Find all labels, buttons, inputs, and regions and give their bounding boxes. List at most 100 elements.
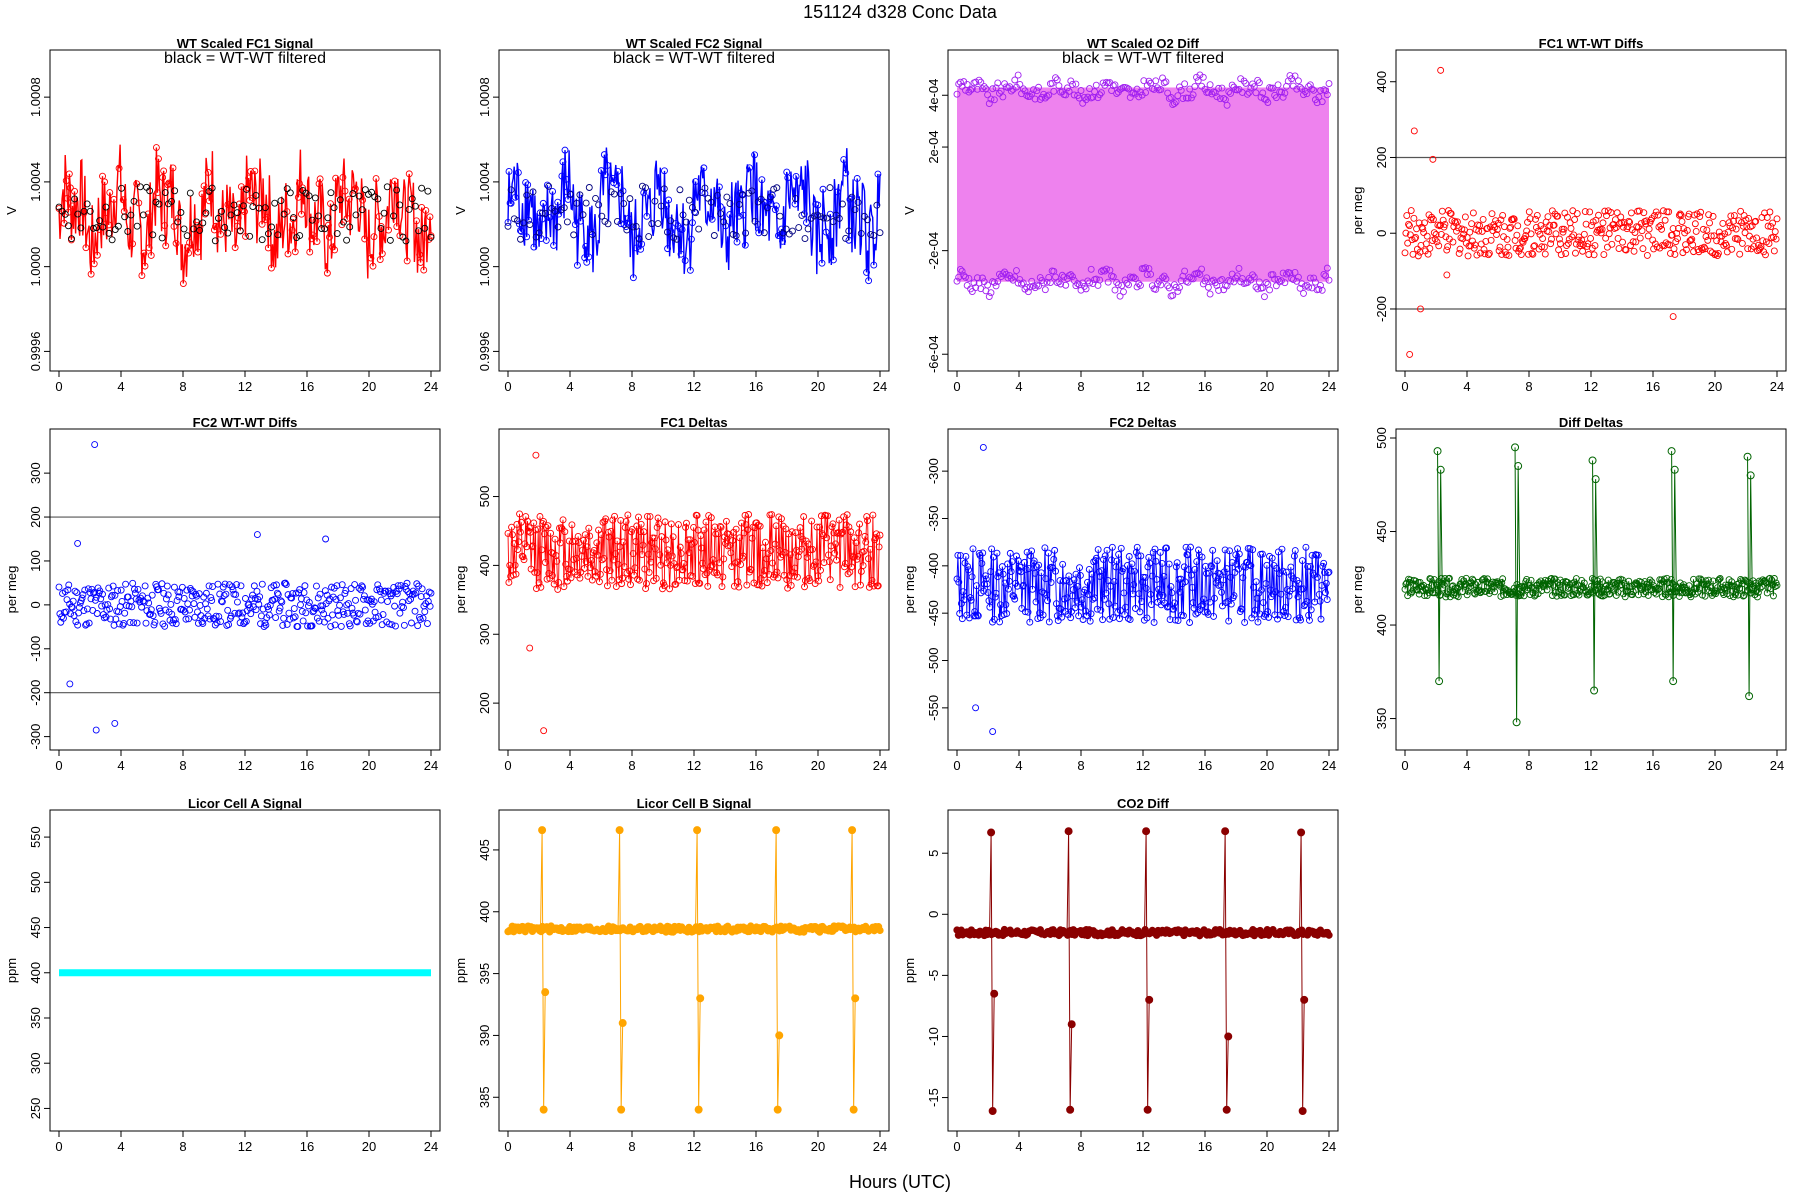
data-point [1547,240,1555,248]
data-point [1492,231,1500,238]
data-point [606,567,614,575]
data-point [751,151,759,159]
data-point [1416,248,1424,256]
x-tick-label: 0 [953,1139,960,1154]
data-point [65,170,73,178]
data-point [1514,462,1523,471]
data-point [738,519,745,527]
data-point [1498,250,1506,258]
data-point [172,620,180,628]
data-point [988,545,996,553]
data-point [993,549,1001,557]
data-point [967,86,975,94]
data-point [1123,84,1131,92]
data-point [1305,611,1313,619]
data-point [82,244,90,252]
data-point [1567,592,1575,599]
data-point [713,191,721,199]
data-point [844,570,852,578]
data-point [1116,292,1124,300]
data-point [1746,223,1754,231]
data-point [1187,571,1195,579]
data-point [246,232,254,240]
data-point [849,553,857,561]
data-point [1488,210,1496,218]
data-point [336,601,344,609]
data-point [102,203,110,211]
data-point [1106,615,1114,623]
data-point [72,618,80,626]
data-point [860,547,868,555]
data-point [1572,240,1580,248]
y-tick-label: -200 [1374,296,1389,322]
data-point [427,233,435,241]
data-point [329,611,336,619]
data-point [984,589,992,596]
data-point [1011,76,1019,84]
data-point [1497,216,1505,224]
data-point [286,189,294,197]
data-point [380,209,388,217]
data-point [817,566,824,574]
data-point [732,525,740,533]
data-point [1685,210,1693,218]
data-point [688,204,696,211]
data-point [1619,238,1626,246]
x-tick-label: 0 [55,1139,62,1154]
data-point [681,577,689,585]
data-point [1301,88,1309,96]
data-point [620,563,628,571]
data-point [1032,598,1040,606]
data-point [63,596,71,604]
data-point [1640,209,1648,217]
data-point [1264,280,1272,288]
data-point [774,574,782,582]
data-point [972,78,980,86]
panel-title: Diff Deltas [1559,415,1623,430]
data-point [956,78,964,86]
y-tick-label: 200 [477,692,492,714]
data-point [171,616,179,623]
data-point [870,582,878,590]
data-point [292,589,300,597]
data-point [1722,241,1730,249]
data-point [1027,552,1035,560]
data-point [1279,93,1287,101]
data-point [104,601,112,608]
data-point [1677,211,1685,219]
data-point [1035,83,1042,91]
data-point [798,211,806,219]
data-point [278,598,286,606]
data-point [1769,219,1777,227]
data-point [1580,230,1588,238]
data-point [1211,594,1218,602]
data-point [1297,828,1306,837]
data-point [1230,592,1238,600]
data-point [1700,581,1708,589]
data-point [514,546,522,554]
data-point [217,618,225,626]
data-point [1169,292,1177,299]
panel-title: WT Scaled FC2 Signal [626,36,763,51]
data-point [1458,576,1466,583]
data-point [1669,313,1677,320]
data-point [645,233,653,240]
data-point [1709,212,1717,220]
data-point [803,553,811,561]
data-point [706,563,714,571]
data-point [1729,224,1737,232]
data-point [851,994,860,1003]
data-point [1714,249,1722,257]
data-point [667,217,675,225]
data-point [972,284,980,291]
data-point [1499,211,1507,219]
data-point [258,220,266,228]
data-point [1235,550,1243,558]
data-point [173,597,181,605]
data-point [1545,228,1553,236]
data-point [165,179,173,187]
data-point [1198,553,1206,561]
data-point [1638,227,1646,235]
y-axis-label: ppm [453,958,468,983]
